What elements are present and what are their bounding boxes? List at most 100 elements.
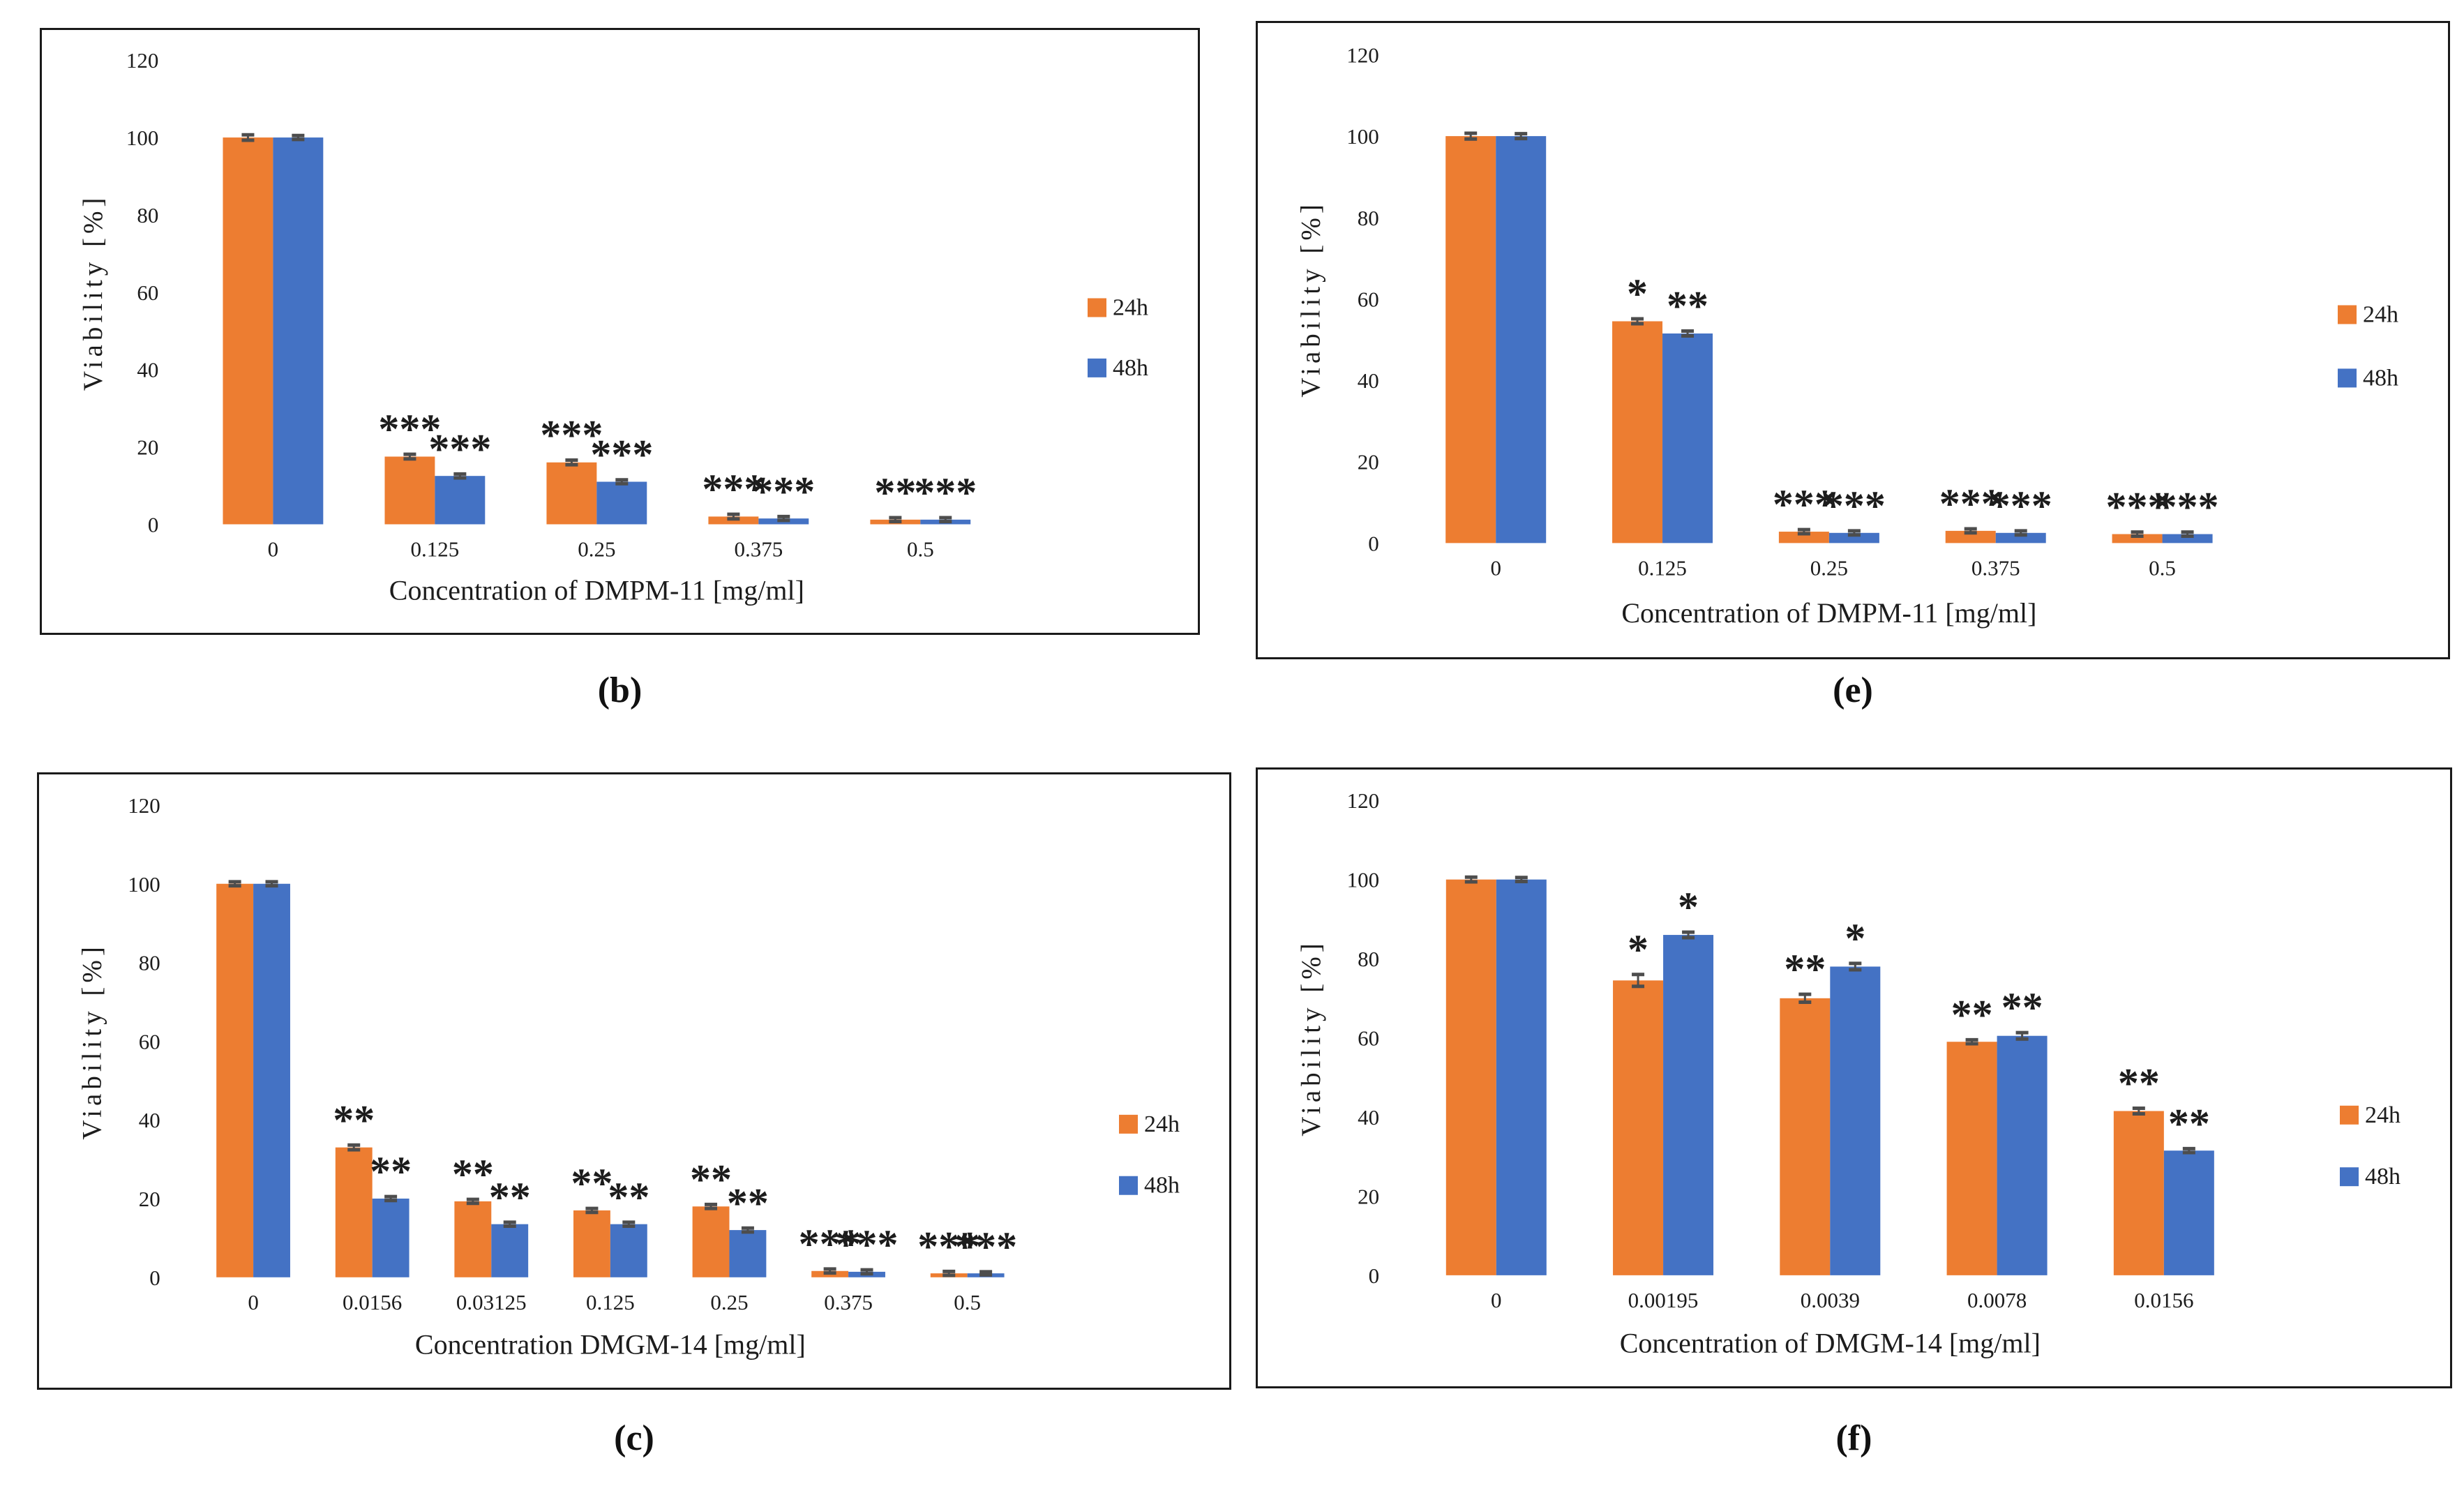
x-tick-label: 0.00195	[1628, 1288, 1699, 1312]
significance-label: ***	[1939, 481, 2002, 527]
legend-swatch-24h	[2338, 305, 2357, 324]
y-tick-label: 60	[1358, 287, 1379, 311]
bar-48h-0.00195	[1663, 935, 1714, 1275]
bar-48h-0.0156	[2163, 1150, 2214, 1275]
bar-24h-0.0156	[335, 1147, 373, 1277]
bar-48h-0.25	[729, 1230, 767, 1277]
significance-label: ***	[914, 470, 977, 516]
bar-48h-0	[253, 883, 290, 1277]
significance-label: **	[489, 1174, 531, 1220]
caption-panel-f: (f)	[1835, 1418, 1872, 1458]
significance-label: ***	[1773, 481, 1835, 527]
bar-48h-0.0156	[372, 1198, 410, 1277]
legend: 24h 48h	[1088, 294, 1148, 381]
significance-label: ***	[1823, 483, 1886, 529]
significance-label: *	[1627, 271, 1648, 317]
panel-f: 0 20 40 60 80 100 120 Viability [%] * * ** * ** ** ** *…	[1256, 767, 2452, 1388]
x-axis-title: Concentration of DMPM-11 [mg/ml]	[389, 574, 804, 606]
significance-label: *	[1628, 927, 1648, 973]
bar-48h-0.25	[1828, 532, 1879, 543]
bar-series	[223, 137, 971, 525]
x-axis-ticks: 0 0.125 0.25 0.375 0.5	[268, 537, 934, 561]
x-tick-label: 0	[268, 537, 279, 561]
bar-24h-0.125	[384, 456, 435, 525]
y-axis-title: Viability [%]	[1296, 200, 1326, 398]
x-tick-label: 0	[248, 1290, 259, 1314]
y-tick-label: 0	[149, 1266, 160, 1290]
bar-48h-0.03125	[491, 1224, 529, 1277]
x-tick-label: 0.375	[734, 537, 783, 561]
x-tick-label: 0.5	[954, 1290, 981, 1314]
bar-24h-0.125	[1612, 321, 1663, 543]
x-axis-title: Concentration DMGM-14 [mg/ml]	[415, 1329, 806, 1360]
panel-b: 0 20 40 60 80 100 120 Viability [%] *** *** *** ***…	[40, 28, 1200, 635]
legend-label-24h: 24h	[2363, 302, 2398, 328]
significance-label: **	[1667, 283, 1708, 329]
legend-label-24h: 24h	[1113, 294, 1148, 320]
significance-label: **	[571, 1160, 613, 1206]
significance-label: ***	[836, 1222, 899, 1268]
bar-series	[1445, 136, 2213, 543]
y-tick-label: 120	[128, 793, 160, 818]
bar-48h-0.125	[610, 1224, 647, 1277]
bar-24h-0	[223, 137, 273, 525]
x-tick-label: 0.0078	[1967, 1288, 2027, 1312]
x-tick-label: 0.03125	[456, 1290, 527, 1314]
y-tick-label: 80	[139, 951, 160, 975]
significance-label: ***	[378, 406, 441, 452]
x-tick-label: 0.5	[907, 537, 934, 561]
bar-series	[216, 883, 1005, 1277]
x-tick-label: 0.375	[1971, 555, 2020, 580]
y-tick-label: 20	[139, 1187, 160, 1211]
x-tick-label: 0.25	[578, 537, 615, 561]
y-axis-ticks: 0 20 40 60 80 100 120	[128, 793, 160, 1290]
x-tick-label: 0.125	[411, 537, 460, 561]
significance-label: **	[727, 1180, 769, 1226]
x-tick-label: 0.25	[710, 1290, 748, 1314]
y-tick-label: 80	[137, 203, 158, 227]
y-tick-label: 60	[1358, 1026, 1379, 1051]
y-tick-label: 80	[1358, 206, 1379, 230]
error-bars	[241, 133, 952, 524]
y-tick-label: 100	[128, 872, 160, 897]
significance-label: **	[1784, 946, 1826, 992]
significance-label: ***	[702, 466, 765, 512]
significance-label: ***	[540, 412, 603, 458]
y-tick-label: 120	[1346, 43, 1379, 67]
significance-marks: **** **** **** ********** ******	[333, 1097, 1017, 1270]
legend-swatch-48h	[2340, 1167, 2359, 1187]
y-tick-label: 100	[1346, 124, 1379, 149]
significance-label: **	[608, 1174, 649, 1220]
panel-c: 0 20 40 60 80 100 120 Viability [%] ** ** ** ** ** **…	[37, 772, 1231, 1390]
y-tick-label: 40	[1358, 1105, 1379, 1130]
significance-label: **	[2168, 1100, 2210, 1146]
y-tick-label: 40	[137, 358, 158, 382]
y-tick-label: 120	[126, 48, 159, 73]
legend-label-24h: 24h	[1144, 1111, 1180, 1137]
bar-series	[1445, 879, 2214, 1275]
bar-24h-0.125	[573, 1210, 610, 1277]
legend-swatch-24h	[2340, 1105, 2359, 1125]
legend: 24h 48h	[2338, 302, 2398, 391]
x-axis-title: Concentration of DMPM-11 [mg/ml]	[1621, 597, 2036, 629]
error-bars	[1464, 131, 2194, 538]
y-tick-label: 0	[1369, 1263, 1380, 1288]
legend-swatch-48h	[1088, 358, 1106, 377]
x-tick-label: 0	[1491, 1288, 1502, 1312]
legend-swatch-48h	[2338, 368, 2357, 388]
y-tick-label: 0	[1368, 531, 1379, 555]
x-tick-label: 0.25	[1810, 555, 1848, 580]
bar-48h-0.125	[435, 476, 486, 525]
significance-label: **	[333, 1097, 375, 1143]
caption-panel-c: (c)	[614, 1418, 654, 1458]
significance-marks: ****** ************ *****	[378, 406, 977, 516]
bar-24h-0	[1445, 879, 1496, 1275]
y-tick-label: 40	[139, 1108, 160, 1132]
significance-label: **	[2001, 984, 2043, 1030]
bar-48h-0	[1496, 136, 1547, 543]
bar-24h-0.0039	[1780, 998, 1831, 1275]
